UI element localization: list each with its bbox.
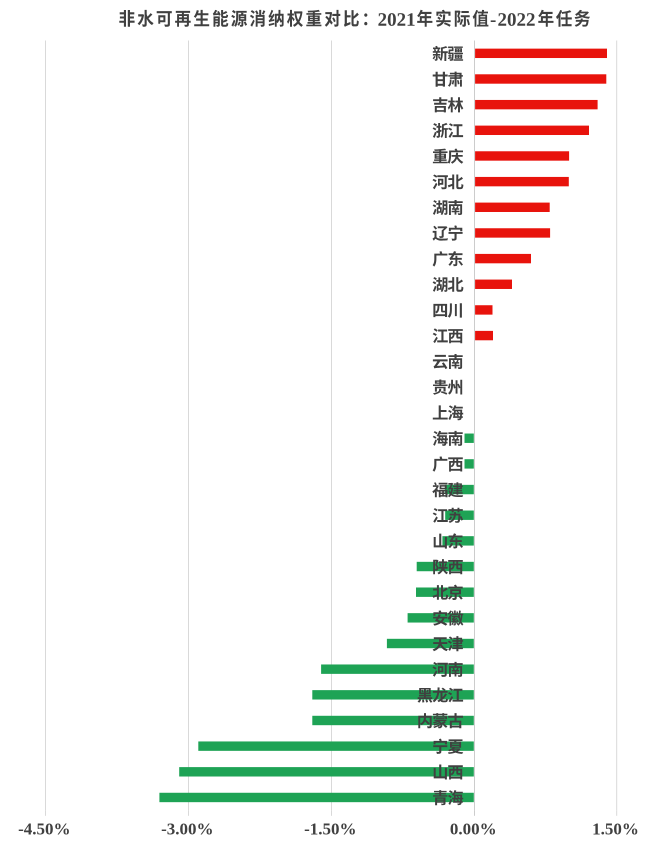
svg-text:0.00%: 0.00% bbox=[450, 820, 497, 839]
svg-text:-4.50%: -4.50% bbox=[18, 820, 70, 839]
svg-text:1.50%: 1.50% bbox=[592, 820, 639, 839]
svg-text:-1.50%: -1.50% bbox=[304, 820, 356, 839]
svg-text:-3.00%: -3.00% bbox=[161, 820, 213, 839]
